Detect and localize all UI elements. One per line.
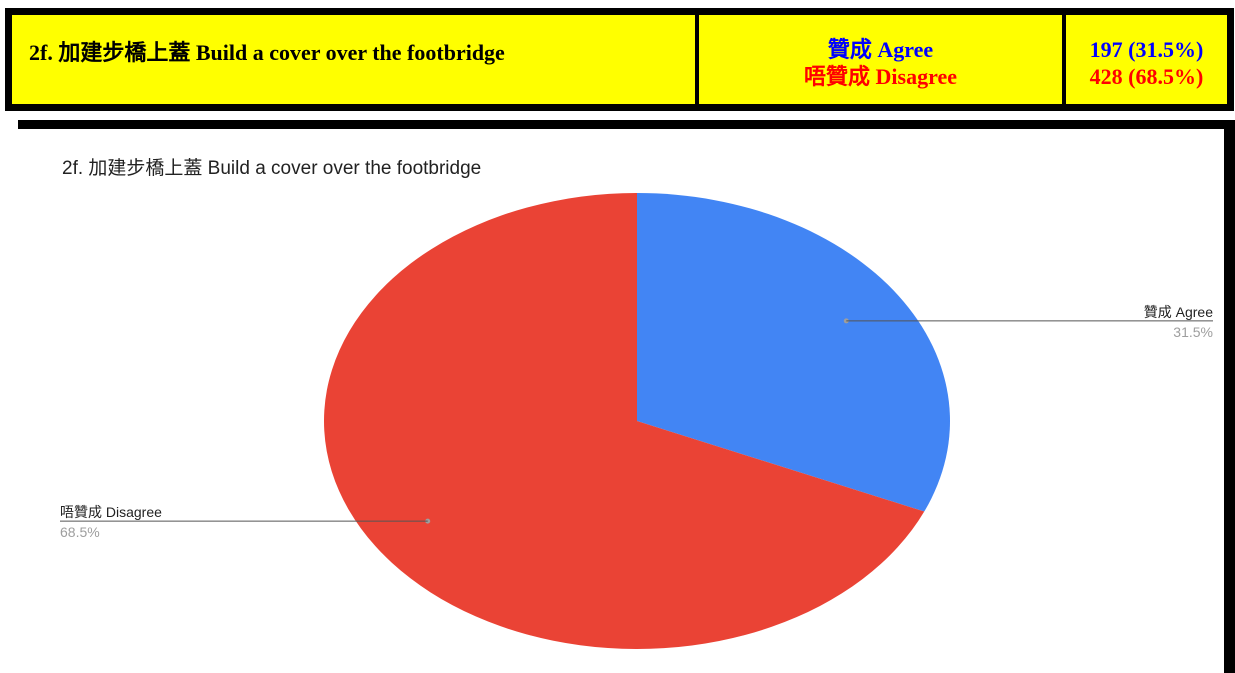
pie-slice-agree [637, 193, 950, 512]
slice-label: 贊成 Agree [1144, 304, 1213, 320]
slice-percent-label: 31.5% [1173, 324, 1213, 340]
answer-options-cell: 贊成 Agree 唔贊成 Disagree [699, 15, 1062, 104]
chart-title: 2f. 加建步橋上蓋 Build a cover over the footbr… [62, 158, 482, 179]
count-disagree: 428 (68.5%) [1089, 64, 1204, 89]
slice-label: 唔贊成 Disagree [60, 504, 162, 520]
answer-counts-cell: 197 (31.5%) 428 (68.5%) [1066, 15, 1227, 104]
header-table: 2f. 加建步橋上蓋 Build a cover over the footbr… [5, 8, 1234, 111]
answer-disagree: 唔贊成 Disagree [804, 64, 957, 89]
pie-slice-disagree [323, 193, 925, 650]
question-title: 2f. 加建步橋上蓋 Build a cover over the footbr… [29, 40, 505, 65]
answer-agree: 贊成 Agree [827, 37, 934, 62]
count-agree: 197 (31.5%) [1089, 37, 1204, 62]
slice-percent-label: 68.5% [60, 524, 100, 540]
question-title-cell: 2f. 加建步橋上蓋 Build a cover over the footbr… [12, 15, 695, 104]
